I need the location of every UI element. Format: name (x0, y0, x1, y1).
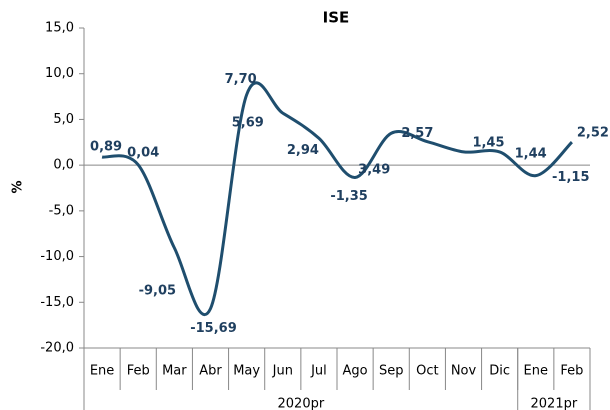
group-label: 2021pr (531, 397, 578, 410)
x-tick-label: Jul (310, 364, 327, 379)
y-tick-label: 10,0 (45, 66, 74, 81)
x-tick-label: Oct (416, 364, 438, 379)
y-tick-label: -15,0 (40, 295, 74, 310)
x-tick-label: May (233, 364, 260, 379)
data-label: 0,04 (127, 145, 159, 160)
data-label: 2,52 (577, 126, 609, 141)
y-tick-label: 5,0 (53, 112, 74, 127)
x-tick-label: Ago (343, 364, 368, 379)
x-tick-label: Feb (127, 364, 150, 379)
data-label: -9,05 (139, 283, 176, 298)
x-tick-label: Mar (162, 364, 187, 379)
x-tick-label: Ene (524, 364, 548, 379)
data-label: -1,35 (330, 189, 367, 204)
data-label: 2,94 (287, 143, 319, 158)
data-label: 5,69 (232, 116, 264, 131)
y-tick-label: -20,0 (40, 341, 74, 356)
data-label: 3,49 (358, 163, 390, 178)
x-tick-label: Sep (379, 364, 404, 379)
x-tick-label: Abr (199, 364, 222, 379)
x-tick-label: Jun (272, 364, 293, 379)
y-tick-label: -5,0 (49, 203, 74, 218)
group-label: 2020pr (278, 397, 325, 410)
data-label: 1,44 (515, 146, 547, 161)
y-tick-label: 0,0 (53, 158, 74, 173)
data-label: 1,45 (472, 135, 504, 150)
y-tick-label: 15,0 (45, 21, 74, 36)
x-tick-label: Nov (451, 364, 477, 379)
x-tick-label: Feb (560, 364, 583, 379)
x-tick-label: Ene (90, 364, 114, 379)
data-label: -1,15 (552, 170, 589, 185)
y-tick-label: -10,0 (40, 249, 74, 264)
x-tick-label: Dic (489, 364, 510, 379)
y-axis-label: % (11, 180, 26, 193)
data-label: 2,57 (401, 126, 433, 141)
line (101, 81, 574, 317)
data-label: -15,69 (190, 321, 237, 336)
data-label: 7,70 (225, 72, 257, 87)
chart-title: ISE (323, 9, 350, 27)
data-label: 0,89 (90, 140, 122, 155)
